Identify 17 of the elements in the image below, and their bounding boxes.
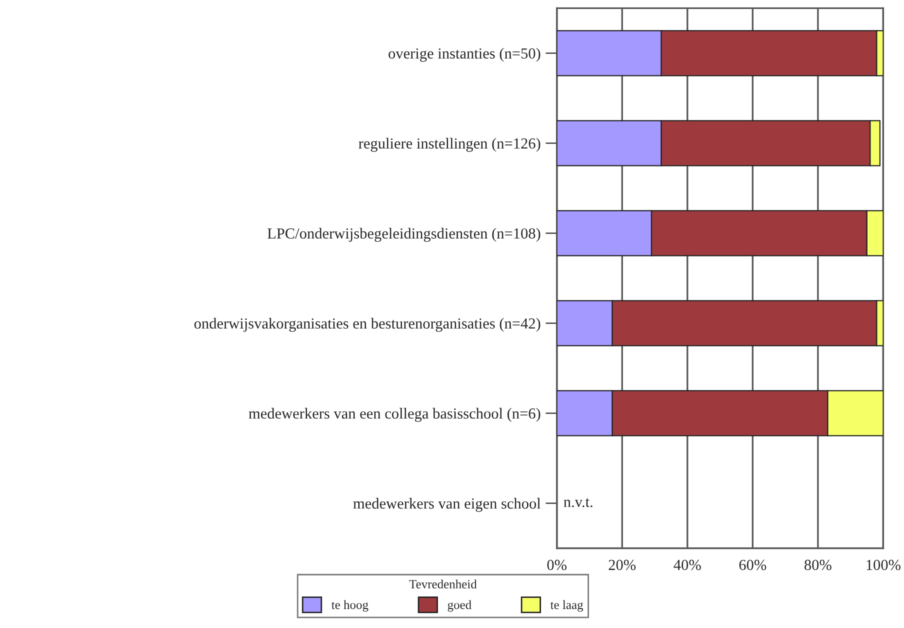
legend-label: te laag bbox=[550, 600, 584, 612]
y-tick-label: medewerkers van een collega basisschool (n=6) bbox=[248, 408, 540, 422]
x-tick-label: 80% bbox=[804, 560, 832, 570]
x-tick-label: 40% bbox=[674, 560, 701, 570]
y-tick-label: onderwijsvakorganisaties en besturenorganisaties (n=42) bbox=[194, 318, 540, 332]
y-tick-label: LPC/onderwijsbegeleidingsdiensten (n=108) bbox=[268, 228, 540, 242]
legend-label: goed bbox=[448, 600, 472, 612]
y-tick-label: reguliere instellingen (n=126) bbox=[358, 138, 540, 152]
annotation: n.v.t. bbox=[564, 498, 592, 508]
x-tick-label: 60% bbox=[739, 560, 766, 570]
x-tick-label: 100% bbox=[866, 560, 901, 570]
x-tick-label: 20% bbox=[608, 560, 636, 570]
x-tick-label: 0% bbox=[547, 560, 567, 570]
y-tick-label: medewerkers van eigen school bbox=[353, 498, 541, 512]
legend-label: te hoog bbox=[332, 600, 368, 612]
legend-title: Tevredenheid bbox=[409, 580, 477, 588]
y-tick-label: overige instanties (n=50) bbox=[388, 48, 540, 62]
